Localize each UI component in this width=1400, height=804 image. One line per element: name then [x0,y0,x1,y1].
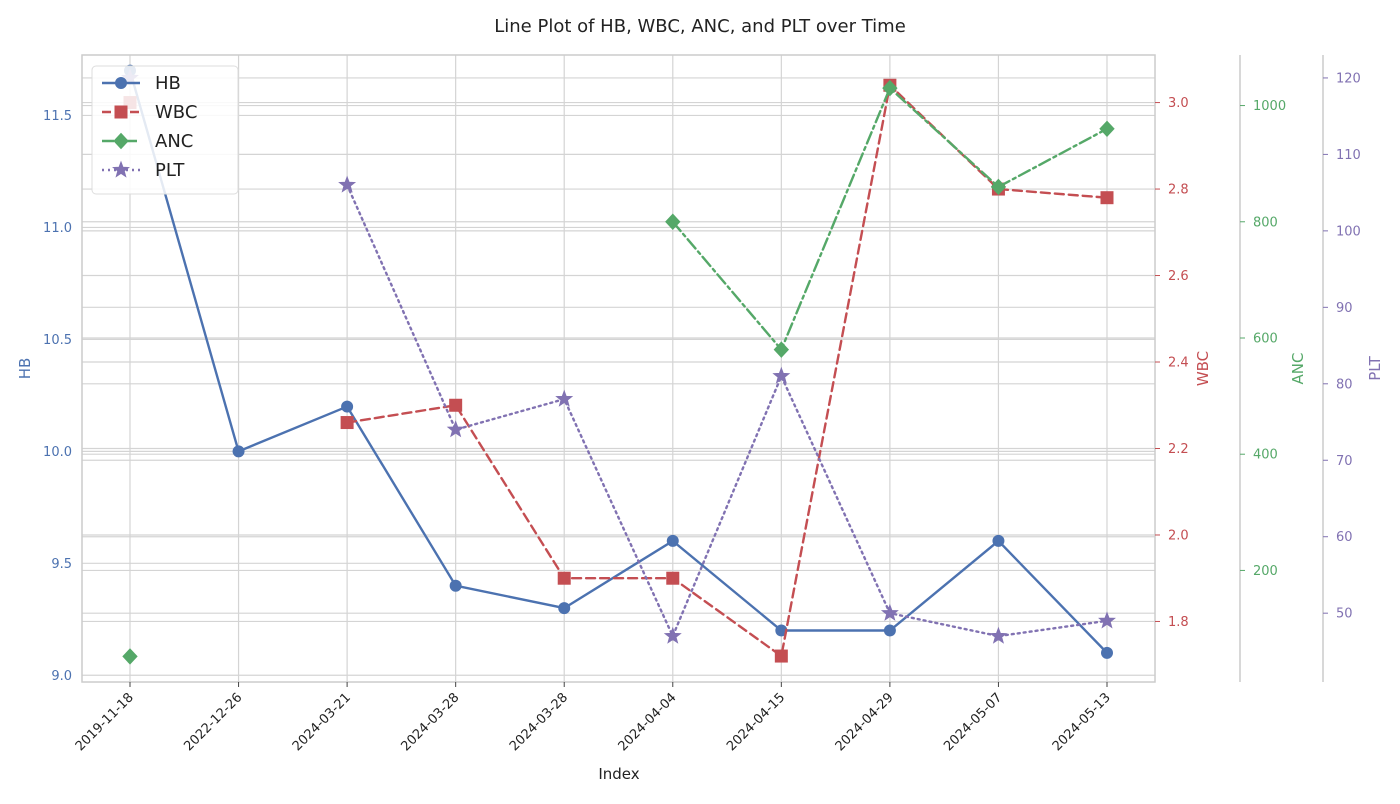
plt-tick-label: 100 [1336,224,1361,239]
legend: HB WBC ANC PLT [91,65,239,195]
hb-tick-label: 11.0 [43,221,72,236]
x-tick-label: 2024-05-13 [1050,690,1114,754]
series-anc [122,79,1115,665]
x-tick-label: 2019-11-18 [73,690,137,754]
legend-marker [115,77,127,89]
hb-point [883,624,896,637]
hb-tick-label: 9.5 [51,557,72,572]
anc-point [665,213,681,231]
hb-point [1101,646,1113,659]
anc-tick-label: 1000 [1253,99,1286,114]
hb-point [666,534,679,547]
plt-point [555,389,574,407]
wbc-tick-label: 1.8 [1168,615,1189,630]
wbc-tick-label: 3.0 [1168,96,1189,111]
anc-axis-label: ANC [1289,353,1307,385]
plt-point [1098,611,1116,629]
legend-marker [112,160,130,178]
wbc-point [1100,191,1114,205]
legend-box [91,65,239,195]
hb-line [128,69,1109,655]
plt-line [345,183,1109,640]
legend-label: WBC [155,102,197,123]
x-tick-label: 2022-12-26 [181,690,245,754]
plt-point [989,626,1008,644]
wbc-tick-label: 2.8 [1168,183,1189,198]
plt-tick-label: 50 [1336,607,1353,622]
wbc-line [345,82,1109,659]
series-hb [124,64,1113,659]
plt-point [446,420,465,438]
hb-tick-label: 10.0 [43,445,72,460]
anc-point [1099,120,1115,138]
plt-tick-label: 120 [1336,71,1361,86]
chart-title: Line Plot of HB, WBC, ANC, and PLT over … [494,16,906,37]
wbc-point [557,571,571,585]
x-tick-label: 2024-03-28 [398,690,462,754]
plt-tick-label: 90 [1336,301,1353,316]
legend-label: ANC [155,131,193,152]
legend-marker [113,132,129,150]
hb-tick-label: 11.5 [43,109,72,124]
plt-point [880,603,899,621]
anc-tick-label: 800 [1253,215,1278,230]
hb-point [341,400,354,413]
series-wbc [123,78,1114,663]
plt-point [663,626,682,644]
x-tick-label: 2024-04-04 [616,690,680,754]
plt-tick-label: 80 [1336,377,1353,392]
legend-marker [114,105,128,119]
hb-tick-label: 10.5 [43,333,72,348]
anc-point [882,79,898,97]
anc-tick-label: 600 [1253,331,1278,346]
x-axis-label: Index [598,765,639,783]
anc-line [671,86,1109,352]
wbc-point [774,649,788,663]
grid [82,55,1155,682]
x-tick-label: 2024-04-29 [833,690,897,754]
plt-tick-label: 110 [1336,148,1361,163]
x-tick-label: 2024-04-15 [724,690,788,754]
anc-tick-label: 200 [1253,564,1278,579]
wbc-point [666,571,680,585]
x-tick-label: 2024-05-07 [941,690,1005,754]
wbc-tick-label: 2.2 [1168,442,1189,457]
hb-tick-label: 9.0 [51,669,72,684]
plot-frame [81,54,1156,683]
series [121,64,1116,665]
wbc-point [449,398,463,412]
legend-label: HB [155,73,181,94]
wbc-tick-label: 2.6 [1168,269,1189,284]
plt-point [338,175,357,193]
hb-axis-label: HB [16,358,34,380]
anc-point [990,178,1007,196]
wbc-axis-label: WBC [1194,351,1212,386]
legend-label: PLT [155,160,185,181]
hb-point [992,534,1005,547]
hb-point [232,445,245,458]
hb-point [558,602,571,615]
plt-tick-label: 60 [1336,530,1353,545]
plt-point [772,366,791,384]
plt-tick-label: 70 [1336,454,1353,469]
wbc-point [340,416,354,430]
anc-point [122,648,138,665]
hb-point [449,579,462,592]
x-tick-label: 2024-03-21 [290,690,354,754]
wbc-tick-label: 2.4 [1168,356,1189,371]
wbc-tick-label: 2.0 [1168,528,1189,543]
plt-axis-label: PLT [1366,355,1384,380]
x-tick-label: 2024-03-28 [507,690,571,754]
anc-point [773,341,790,358]
anc-tick-label: 400 [1253,448,1278,463]
